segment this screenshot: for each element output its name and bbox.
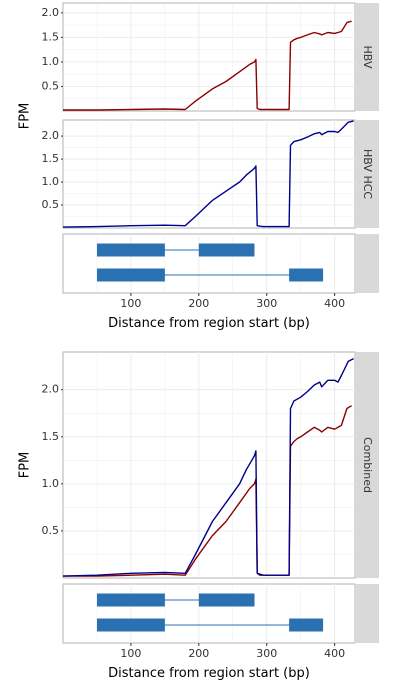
panel-combined: 0.5 1.0 1.5 2.0 Combined FPM (18, 351, 379, 579)
y-tick-label-1.5: 1.5 (42, 430, 60, 443)
y-tick-label-1.5: 1.5 (42, 30, 60, 43)
y-tick-label-1.0: 1.0 (42, 55, 60, 68)
x-axis-title-top: Distance from region start (bp) (108, 316, 310, 331)
panel-combined-y-axis: 0.5 1.0 1.5 2.0 (42, 383, 63, 537)
series-line-hbv-hcc (62, 357, 354, 577)
exon-2-1 (96, 618, 165, 632)
y-tick-label-2.0: 2.0 (42, 6, 60, 19)
x-axis-bottom: 100 200 300 400 (120, 643, 345, 660)
transcript-strip-top (355, 234, 379, 293)
series-line-hbv (63, 20, 352, 111)
transcript-panel-top-models (96, 243, 324, 282)
x-tick-label-100: 100 (120, 297, 141, 310)
y-tick-label-1.0: 1.0 (42, 477, 60, 490)
transcript-panel-bottom-background (62, 583, 356, 644)
transcript-panel-top: 100 200 300 400 Distance from region start … (62, 233, 379, 331)
series-line-hbv-hcc (62, 120, 354, 228)
panel-combined-series (62, 357, 354, 577)
panel-hbv-hcc-grid (63, 120, 355, 228)
x-tick-label-300: 300 (256, 297, 277, 310)
y-tick-label-0.5: 0.5 (42, 198, 60, 211)
transcript-strip-bottom (355, 584, 379, 643)
x-tick-label-400: 400 (324, 647, 345, 660)
panel-hbv-y-axis: 0.5 1.0 1.5 2.0 (42, 6, 63, 92)
exon-2-1 (96, 268, 165, 282)
facet-label-combined: Combined (361, 437, 374, 493)
exon-1-2 (198, 593, 255, 607)
panel-hbv: 0.5 1.0 1.5 2.0 HBV (42, 2, 379, 112)
facet-label-hbv: HBV (361, 45, 374, 68)
panel-hbv-hcc: 0.5 1.0 1.5 2.0 HBV HCC (42, 119, 379, 229)
y-axis-title-bottom: FPM (18, 452, 33, 479)
transcript-panel-top-background (62, 233, 356, 294)
transcript-panel-bottom-models (96, 593, 324, 632)
x-tick-label-100: 100 (120, 647, 141, 660)
y-tick-label-2.0: 2.0 (42, 129, 60, 142)
y-tick-label-1.5: 1.5 (42, 152, 60, 165)
panel-combined-background (62, 351, 356, 579)
transcript-panel-bottom: 100 200 300 400 Distance from region start … (62, 583, 379, 681)
x-tick-label-400: 400 (324, 297, 345, 310)
panel-hbv-hcc-y-axis: 0.5 1.0 1.5 2.0 (42, 129, 63, 211)
x-axis-top: 100 200 300 400 (120, 293, 345, 310)
x-tick-label-200: 200 (188, 647, 209, 660)
x-axis-title-bottom: Distance from region start (bp) (108, 666, 310, 681)
facet-strip-hbv-hcc (355, 120, 379, 228)
y-tick-label-2.0: 2.0 (42, 383, 60, 396)
exon-2-2 (289, 618, 324, 632)
x-tick-label-300: 300 (256, 647, 277, 660)
facet-strip-combined (355, 352, 379, 578)
facet-strip-hbv (355, 3, 379, 111)
x-tick-label-200: 200 (188, 297, 209, 310)
exon-1-1 (96, 593, 165, 607)
panel-hbv-grid (63, 3, 355, 111)
panel-hbv-series (63, 20, 352, 111)
exon-2-2 (289, 268, 324, 282)
y-tick-label-0.5: 0.5 (42, 524, 60, 537)
y-axis-title-top: FPM (18, 103, 33, 130)
facet-label-hbv-hcc: HBV HCC (361, 149, 374, 199)
panel-hbv-background (62, 2, 356, 112)
panel-combined-grid (63, 352, 355, 578)
y-tick-label-1.0: 1.0 (42, 175, 60, 188)
panel-hbv-hcc-series (62, 120, 354, 228)
exon-1-1 (96, 243, 165, 257)
exon-1-2 (198, 243, 255, 257)
y-tick-label-0.5: 0.5 (42, 79, 60, 92)
